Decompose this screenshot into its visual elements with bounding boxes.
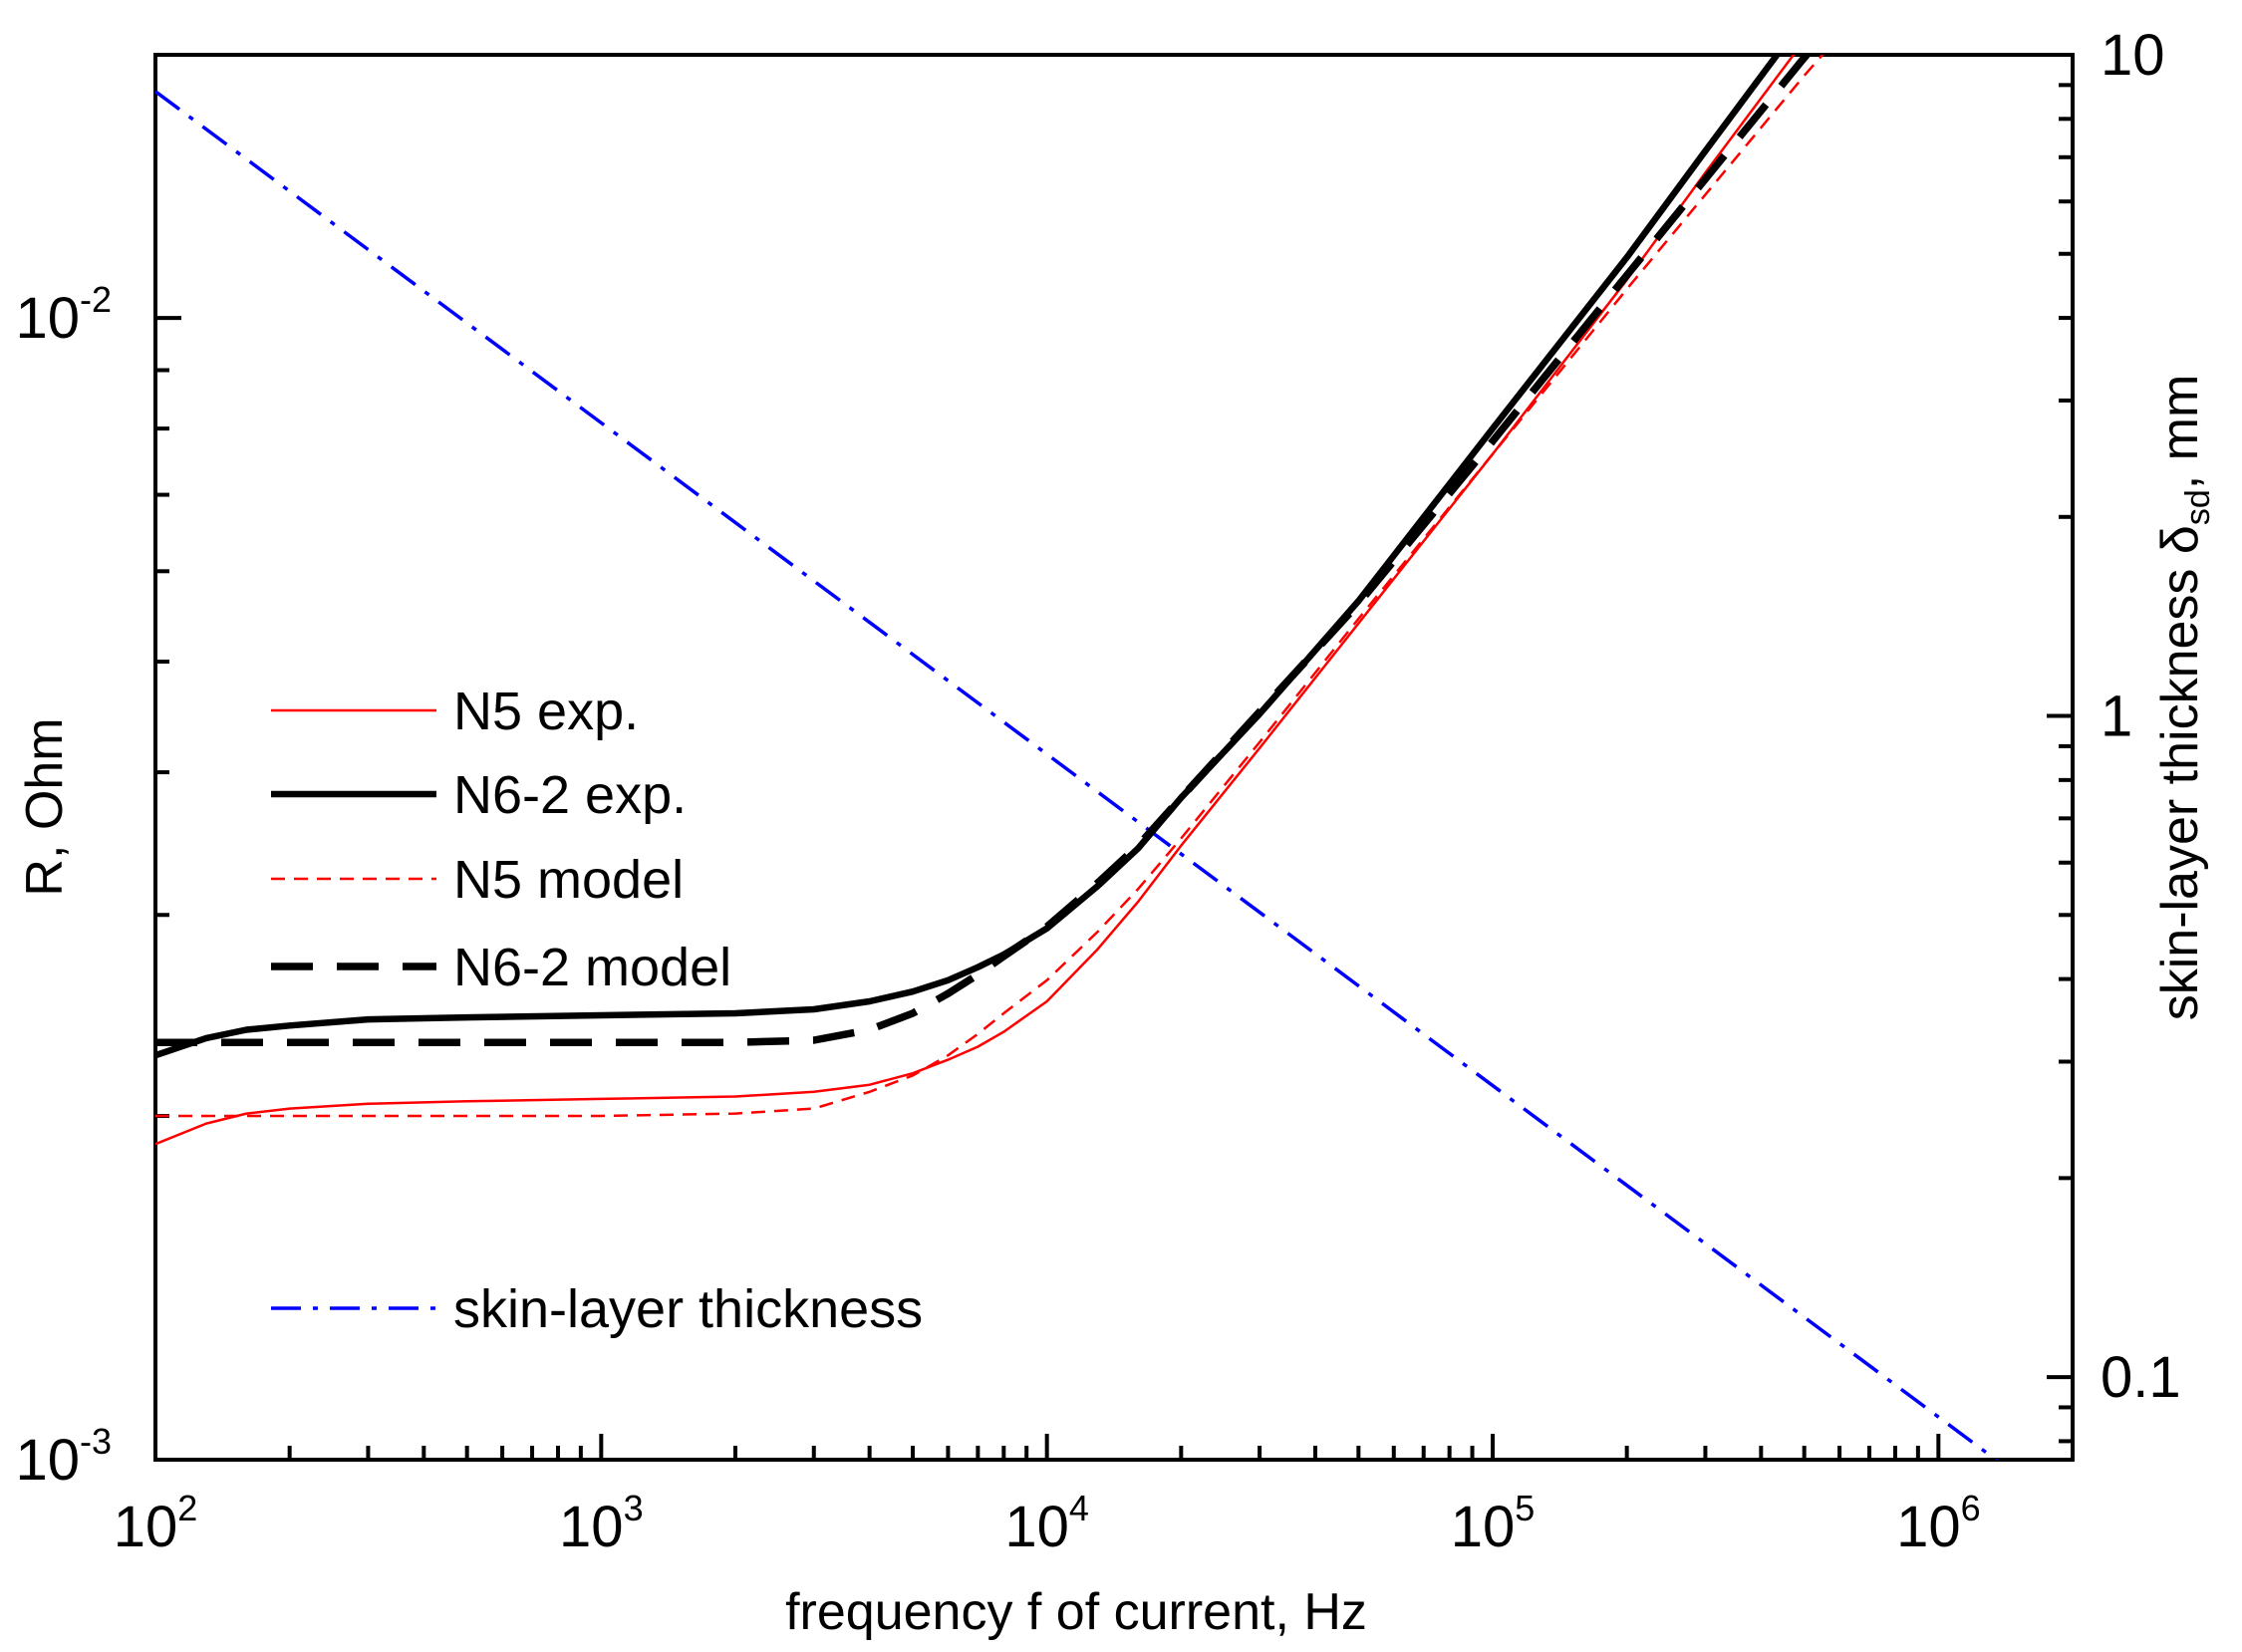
ticks-layer [153,53,2075,1462]
x-tick-label: 104 [1004,1488,1089,1559]
plot-frame [153,53,2075,1462]
legend-item-n5-model: N5 model [271,850,684,910]
legend-item-n6-2-model: N6-2 model [271,938,731,997]
y-tick-exp: -2 [80,279,112,320]
x-tick-base: 10 [114,1495,178,1559]
legend-item-skin-layer-thickness: skin-layer thickness [271,1279,923,1339]
y2-axis-title-tail: , mm [2151,375,2209,490]
legend-item-n5-exp: N5 exp. [271,682,639,741]
y2-tick-label: 10 [2101,23,2165,88]
x-tick-label: 102 [114,1488,198,1559]
x-tick-label: 105 [1451,1488,1536,1559]
series-n5-model [155,55,1824,1118]
legend: N5 exp. N6-2 exp. N5 model N6-2 model skin-l… [271,682,923,1339]
x-tick-label: 106 [1896,1488,1981,1559]
y2-tick-label: 1 [2101,685,2132,749]
legend-item-n6-2-exp: N6-2 exp. [271,765,687,825]
x-tick-exp: 3 [624,1488,644,1528]
y-tick-base: 10 [15,1428,80,1493]
x-tick-exp: 4 [1069,1488,1089,1528]
x-tick-exp: 2 [177,1488,197,1528]
legend-label: N5 model [453,850,684,910]
x-tick-base: 10 [1896,1495,1961,1559]
y-axis-title: R, Ohm [16,717,74,896]
x-tick-base: 10 [1451,1495,1516,1559]
series-layer [155,55,1999,1460]
x-tick-label: 103 [559,1488,644,1559]
x-axis-title: frequency f of current, Hz [785,1583,1367,1641]
legend-label: skin-layer thickness [453,1279,923,1339]
x-tick-exp: 6 [1961,1488,1981,1528]
y-tick-label: 10-3 [15,1421,112,1493]
y2-axis-title-main: skin-layer thickness δ [2151,525,2209,1020]
x-tick-base: 10 [1004,1495,1069,1559]
legend-label: N6-2 exp. [453,765,687,825]
y-tick-base: 10 [15,286,80,351]
y2-tick-label: 0.1 [2101,1345,2181,1410]
legend-label: N6-2 model [453,938,731,997]
y2-axis-title-sub: sd [2179,489,2217,525]
series-n6-2-exp [155,55,1782,1059]
y-tick-exp: -3 [80,1421,112,1462]
x-tick-base: 10 [559,1495,624,1559]
series-n5-exp [155,55,1796,1146]
y-tick-label: 10-2 [15,279,112,351]
x-tick-exp: 5 [1515,1488,1535,1528]
y2-axis-title: skin-layer thickness δsd, mm [2151,375,2217,1021]
legend-label: N5 exp. [453,682,639,741]
series-skin-layer-thickness [155,90,1999,1460]
